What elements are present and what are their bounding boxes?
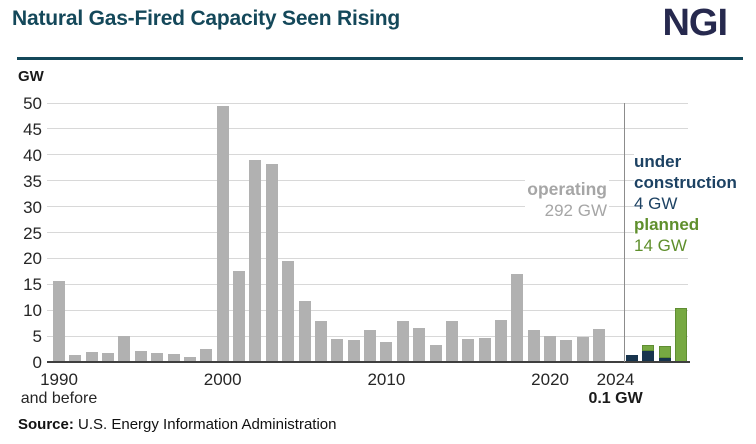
bar-operating-1998 (183, 356, 196, 362)
operating-annotation: operating 292 GW (525, 178, 609, 222)
x-tick-label-2010: 2010 (367, 370, 406, 389)
x-tick-label-2000: 2000 (203, 370, 242, 389)
forecast-legend: under construction 4 GW planned 14 GW (634, 151, 750, 256)
bar-operating-1996 (151, 353, 164, 362)
x-tick-sublabel-1990: and before (20, 390, 98, 407)
bar-planned-2026 (642, 345, 655, 352)
operating-value: 292 GW (544, 201, 607, 220)
bar-operating-1993 (102, 352, 115, 362)
bar-operating-2007 (331, 339, 344, 362)
bar-operating-1991 (69, 355, 82, 362)
bar-operating-2021 (560, 339, 573, 362)
operating-label: operating (527, 179, 607, 199)
bar-operating-2002 (249, 159, 262, 362)
bar-operating-2006 (314, 320, 327, 362)
x-axis-line (47, 361, 690, 363)
bar-planned-2028 (675, 307, 688, 362)
page-title: Natural Gas-Fired Capacity Seen Rising (12, 7, 401, 30)
y-tick-label-10: 10 (23, 301, 42, 321)
bar-operating-2001 (233, 271, 246, 362)
bar-operating-1997 (167, 353, 180, 362)
source-attribution: Source: U.S. Energy Information Administ… (18, 416, 336, 433)
source-text: U.S. Energy Information Administration (73, 416, 337, 433)
bar-operating-2015 (462, 339, 475, 362)
bar-operating-2010 (380, 341, 393, 362)
gridline-25 (47, 232, 688, 233)
bar-operating-1990 (53, 281, 65, 362)
x-tick-label-2024: 2024 (596, 370, 635, 389)
x-tick-label-1990: 1990 (40, 370, 78, 389)
x-tick-sublabel-2024: 0.1 GW (588, 390, 643, 407)
gridline-15 (47, 283, 688, 285)
bar-operating-2022 (576, 336, 589, 362)
title-divider (17, 57, 743, 60)
bar-operating-2008 (347, 340, 360, 362)
gridline-20 (47, 257, 688, 259)
under-construction-value: 4 GW (634, 194, 678, 213)
gridline-35 (47, 180, 688, 182)
bar-operating-2023 (593, 329, 606, 362)
bar-operating-2005 (298, 301, 311, 362)
bar-operating-2014 (445, 320, 458, 362)
bar-operating-2004 (282, 260, 295, 362)
gridline-40 (47, 154, 688, 156)
y-axis-unit-label: GW (18, 68, 44, 85)
gridline-30 (47, 206, 688, 208)
bar-operating-2012 (413, 327, 426, 362)
y-tick-label-50: 50 (23, 94, 42, 113)
y-tick-label-15: 15 (23, 275, 42, 295)
bar-under_construction-2025 (625, 354, 638, 362)
y-tick-label-30: 30 (23, 197, 42, 217)
planned-value: 14 GW (634, 236, 687, 255)
bar-under_construction-2027 (658, 358, 671, 362)
y-tick-label-45: 45 (23, 119, 42, 139)
gridline-45 (47, 128, 688, 130)
bar-operating-2019 (527, 329, 540, 362)
forecast-divider-line (623, 103, 625, 362)
y-tick-label-40: 40 (23, 145, 42, 165)
y-tick-label-0: 0 (32, 353, 42, 372)
gridline-10 (47, 309, 688, 311)
y-tick-label-5: 5 (32, 327, 42, 347)
gridline-50 (47, 102, 688, 104)
bar-planned-2027 (658, 345, 671, 359)
y-tick-label-35: 35 (23, 171, 42, 191)
planned-label: planned (634, 215, 700, 234)
bar-operating-2018 (511, 273, 524, 362)
bar-operating-2017 (494, 319, 507, 362)
y-tick-label-25: 25 (23, 223, 42, 243)
bar-operating-1992 (85, 352, 98, 362)
bar-operating-1995 (134, 350, 147, 362)
bar-operating-2009 (364, 329, 377, 362)
bar-operating-2011 (396, 321, 409, 362)
bar-operating-2020 (544, 335, 557, 362)
bar-operating-1999 (200, 349, 213, 362)
source-label: Source: (18, 416, 74, 433)
y-tick-label-20: 20 (23, 249, 42, 269)
bar-operating-2013 (429, 344, 442, 362)
bar-operating-1994 (118, 336, 131, 362)
bar-operating-2000 (216, 105, 229, 362)
bar-under_construction-2026 (642, 351, 655, 362)
ngi-logo: NGI (662, 2, 728, 44)
bar-operating-2016 (478, 338, 491, 362)
under-construction-label: under construction (634, 152, 737, 192)
bar-operating-2003 (265, 164, 278, 362)
x-tick-label-2020: 2020 (531, 370, 570, 389)
